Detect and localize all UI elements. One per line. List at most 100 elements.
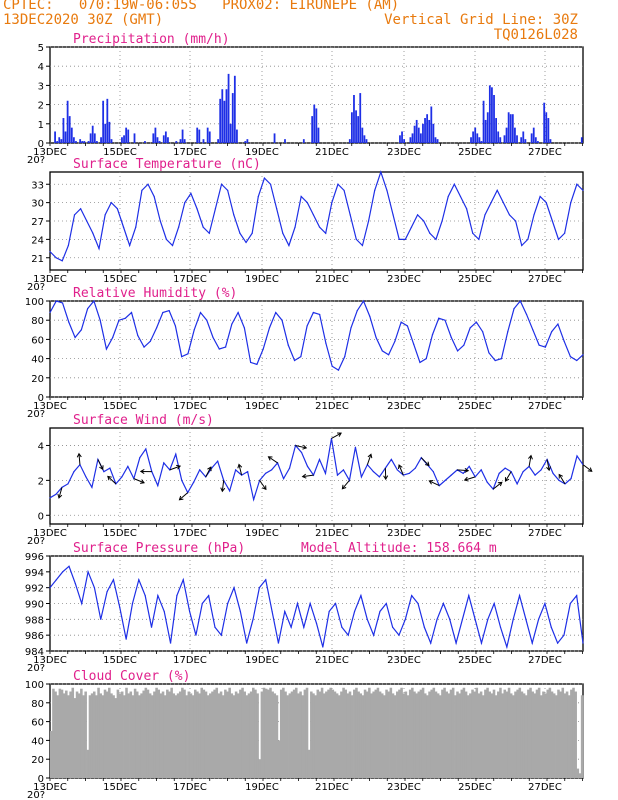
data-point <box>576 183 578 185</box>
data-point <box>337 369 340 371</box>
data-point <box>270 469 273 471</box>
data-bar <box>181 687 184 778</box>
data-point <box>61 302 64 304</box>
xtick-label: 27DEC <box>528 655 562 666</box>
data-bar <box>204 691 208 778</box>
data-point <box>201 602 203 605</box>
data-bar <box>424 118 426 143</box>
data-point <box>417 602 419 605</box>
data-bar <box>103 689 107 778</box>
data-bar <box>252 687 255 778</box>
data-bar <box>92 691 96 778</box>
wind-arrowhead <box>337 432 342 437</box>
data-point <box>429 232 431 234</box>
data-point <box>256 363 258 365</box>
data-bar <box>60 139 63 143</box>
data-bar <box>320 687 324 778</box>
data-point <box>486 481 488 483</box>
data-bar <box>162 135 165 143</box>
data-point <box>538 344 540 346</box>
data-point <box>157 485 159 487</box>
data-point <box>49 497 51 499</box>
data-bar <box>359 693 363 778</box>
data-point <box>306 202 308 204</box>
wind-arrow <box>107 475 117 485</box>
data-bar <box>557 689 560 778</box>
data-bar <box>430 106 433 143</box>
data-bar <box>507 112 510 143</box>
data-point <box>423 220 425 222</box>
data-bar <box>486 687 489 778</box>
data-point <box>499 626 502 628</box>
data-point <box>325 232 327 234</box>
data-point <box>300 451 303 454</box>
data-bar <box>401 131 403 143</box>
xtick-label: 17DEC <box>173 528 207 539</box>
data-bar <box>417 127 420 143</box>
data-bar <box>89 133 92 143</box>
data-point <box>293 359 296 362</box>
data-point <box>220 183 223 185</box>
data-point <box>533 214 535 216</box>
data-point <box>374 189 376 191</box>
data-point <box>423 626 425 628</box>
data-bar <box>154 127 157 143</box>
data-point <box>206 319 208 321</box>
data-bar <box>159 693 163 778</box>
data-bar <box>215 687 219 778</box>
data-point <box>224 346 227 348</box>
data-bar <box>486 112 489 143</box>
data-bar <box>400 687 403 778</box>
wind-arrow <box>331 432 342 439</box>
data-bar <box>578 773 582 778</box>
data-bar <box>269 687 272 778</box>
wind-arrow <box>546 459 550 471</box>
data-point <box>318 226 321 228</box>
data-bar <box>299 691 302 778</box>
data-point <box>284 610 286 613</box>
data-point <box>322 646 324 648</box>
data-point <box>169 642 172 644</box>
series-line <box>49 565 584 650</box>
data-bar <box>234 691 238 778</box>
data-point <box>404 618 406 620</box>
data-bar <box>305 687 309 778</box>
data-bar <box>580 695 584 778</box>
data-bar <box>264 688 268 778</box>
data-bar <box>213 689 216 778</box>
data-point <box>62 571 64 573</box>
data-bar <box>112 695 115 778</box>
data-bar <box>116 689 120 778</box>
data-point <box>366 618 368 620</box>
data-bar <box>191 695 195 778</box>
data-point <box>74 583 76 585</box>
ytick-label: 984 <box>25 647 44 658</box>
data-point <box>392 214 394 216</box>
data-bar <box>550 691 554 778</box>
panel-title: Surface Temperature (nC) <box>73 157 261 172</box>
data-bar <box>260 691 264 778</box>
data-bar <box>114 698 118 778</box>
data-bar <box>174 695 178 778</box>
data-bar <box>480 141 483 143</box>
data-bar <box>484 689 487 778</box>
xtick-label: 19DEC <box>245 401 279 412</box>
data-point <box>356 310 358 312</box>
data-bar <box>202 689 206 778</box>
data-bar <box>574 691 577 778</box>
data-bar <box>512 695 515 778</box>
data-point <box>306 465 309 467</box>
data-point <box>116 208 118 210</box>
data-point <box>431 334 434 336</box>
data-point <box>181 479 183 481</box>
data-point <box>537 618 540 620</box>
data-point <box>277 642 280 644</box>
data-point <box>92 232 94 234</box>
xtick-label: 27DEC <box>528 147 562 158</box>
data-bar <box>520 137 523 143</box>
data-bar <box>236 129 238 143</box>
data-bar <box>505 127 508 143</box>
data-bar <box>279 689 283 778</box>
wind-arrow <box>528 455 532 467</box>
data-point <box>436 618 438 620</box>
